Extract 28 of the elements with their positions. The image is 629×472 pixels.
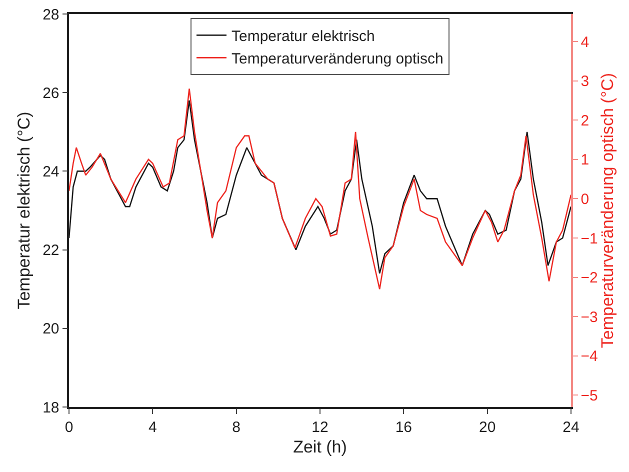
x-tick-label: 20 — [478, 418, 496, 436]
y2-tick-label: 1 — [580, 152, 590, 169]
y2-tick-label: −5 — [580, 387, 598, 404]
x-tick-label: 4 — [148, 418, 157, 436]
x-tick-label: 8 — [232, 418, 240, 436]
x-tick-label: 24 — [562, 418, 580, 436]
y-tick-label: 18 — [42, 399, 60, 416]
y2-tick-label: 4 — [580, 34, 590, 51]
y2-tick-label: −2 — [580, 270, 598, 287]
legend-label: Temperaturveränderung optisch — [232, 50, 444, 68]
x-tick-label: 12 — [312, 418, 328, 436]
y2-tick-label: 0 — [580, 190, 590, 208]
y-tick-label: 22 — [42, 242, 60, 260]
y-tick-label: 24 — [42, 163, 60, 180]
y2-tick-label: 3 — [580, 73, 590, 90]
legend-label: Temperatur elektrisch — [232, 28, 375, 46]
y2-tick-label: −1 — [580, 230, 598, 248]
x-tick-label: 0 — [64, 418, 74, 436]
x-tick-label: 16 — [395, 418, 412, 436]
x-axis-title: Zeit (h) — [293, 438, 347, 457]
y2-tick-label: −3 — [580, 308, 598, 326]
y2-axis-title: Temperaturveränderung optisch (°C) — [598, 72, 617, 348]
y-tick-label: 28 — [42, 6, 60, 24]
y-tick-label: 20 — [42, 320, 60, 338]
y-axis-title: Temperatur elektrisch (°C) — [14, 112, 34, 310]
y2-tick-label: 2 — [580, 112, 590, 130]
y-tick-label: 26 — [42, 84, 60, 102]
y2-tick-label: −4 — [580, 348, 598, 366]
